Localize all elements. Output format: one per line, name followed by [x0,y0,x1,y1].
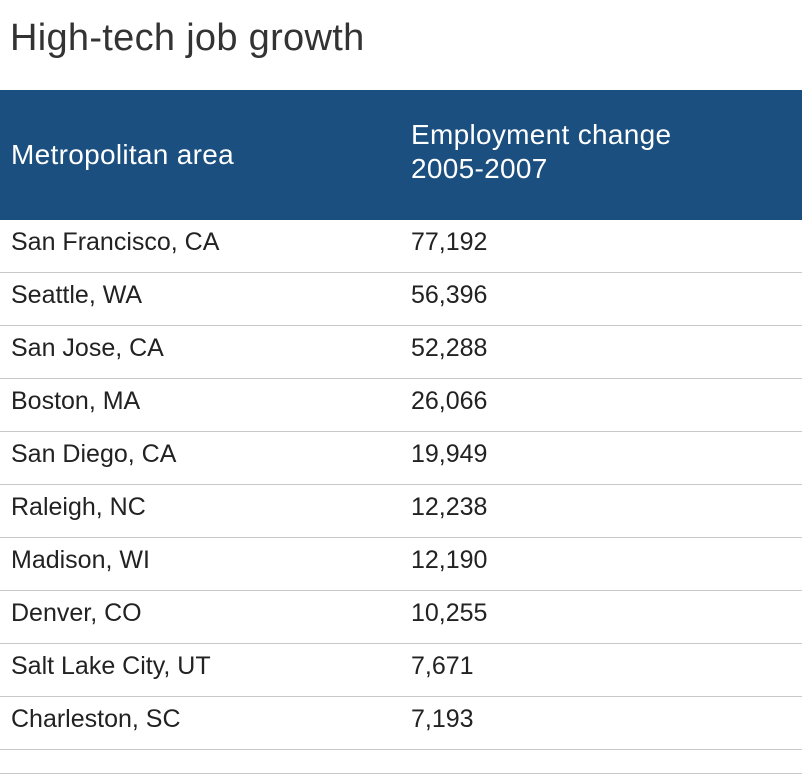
cell-employment-change: 26,066 [411,387,488,415]
table-row: San Jose, CA 52,288 [0,326,802,379]
table-row: Seattle, WA 56,396 [0,273,802,326]
cell-employment-change: 7,193 [411,705,474,733]
cell-area: Denver, CO [11,599,142,627]
cell-employment-change: 19,949 [411,440,488,468]
bottom-rule [0,773,802,774]
table-row: Charleston, SC 7,193 [0,697,802,750]
table-row: Denver, CO 10,255 [0,591,802,644]
table-row: San Francisco, CA 77,192 [0,220,802,273]
cell-employment-change: 10,255 [411,599,488,627]
cell-employment-change: 7,671 [411,652,474,680]
table-header: Metropolitan area Employment change 2005… [0,90,802,220]
header-metropolitan-area: Metropolitan area [11,139,235,170]
header-employment-change: Employment change 2005-2007 [411,118,771,186]
cell-area: Salt Lake City, UT [11,652,211,680]
table-row: San Diego, CA 19,949 [0,432,802,485]
cell-area: Charleston, SC [11,705,181,733]
cell-employment-change: 12,238 [411,493,488,521]
cell-area: San Jose, CA [11,334,164,362]
cell-area: Boston, MA [11,387,141,415]
header-employment-change-line1: Employment change [411,119,672,150]
cell-area: San Francisco, CA [11,228,220,256]
header-employment-change-line2: 2005-2007 [411,153,548,184]
table-body: San Francisco, CA 77,192 Seattle, WA 56,396… [0,220,802,750]
table-row: Boston, MA 26,066 [0,379,802,432]
chart-title: High-tech job growth [10,17,365,59]
cell-area: San Diego, CA [11,440,177,468]
cell-employment-change: 12,190 [411,546,488,574]
cell-employment-change: 77,192 [411,228,488,256]
data-table: Metropolitan area Employment change 2005… [0,90,802,750]
cell-employment-change: 56,396 [411,281,488,309]
table-row: Madison, WI 12,190 [0,538,802,591]
cell-area: Raleigh, NC [11,493,146,521]
table-row: Raleigh, NC 12,238 [0,485,802,538]
table-row: Salt Lake City, UT 7,671 [0,644,802,697]
cell-employment-change: 52,288 [411,334,488,362]
cell-area: Seattle, WA [11,281,143,309]
cell-area: Madison, WI [11,546,150,574]
